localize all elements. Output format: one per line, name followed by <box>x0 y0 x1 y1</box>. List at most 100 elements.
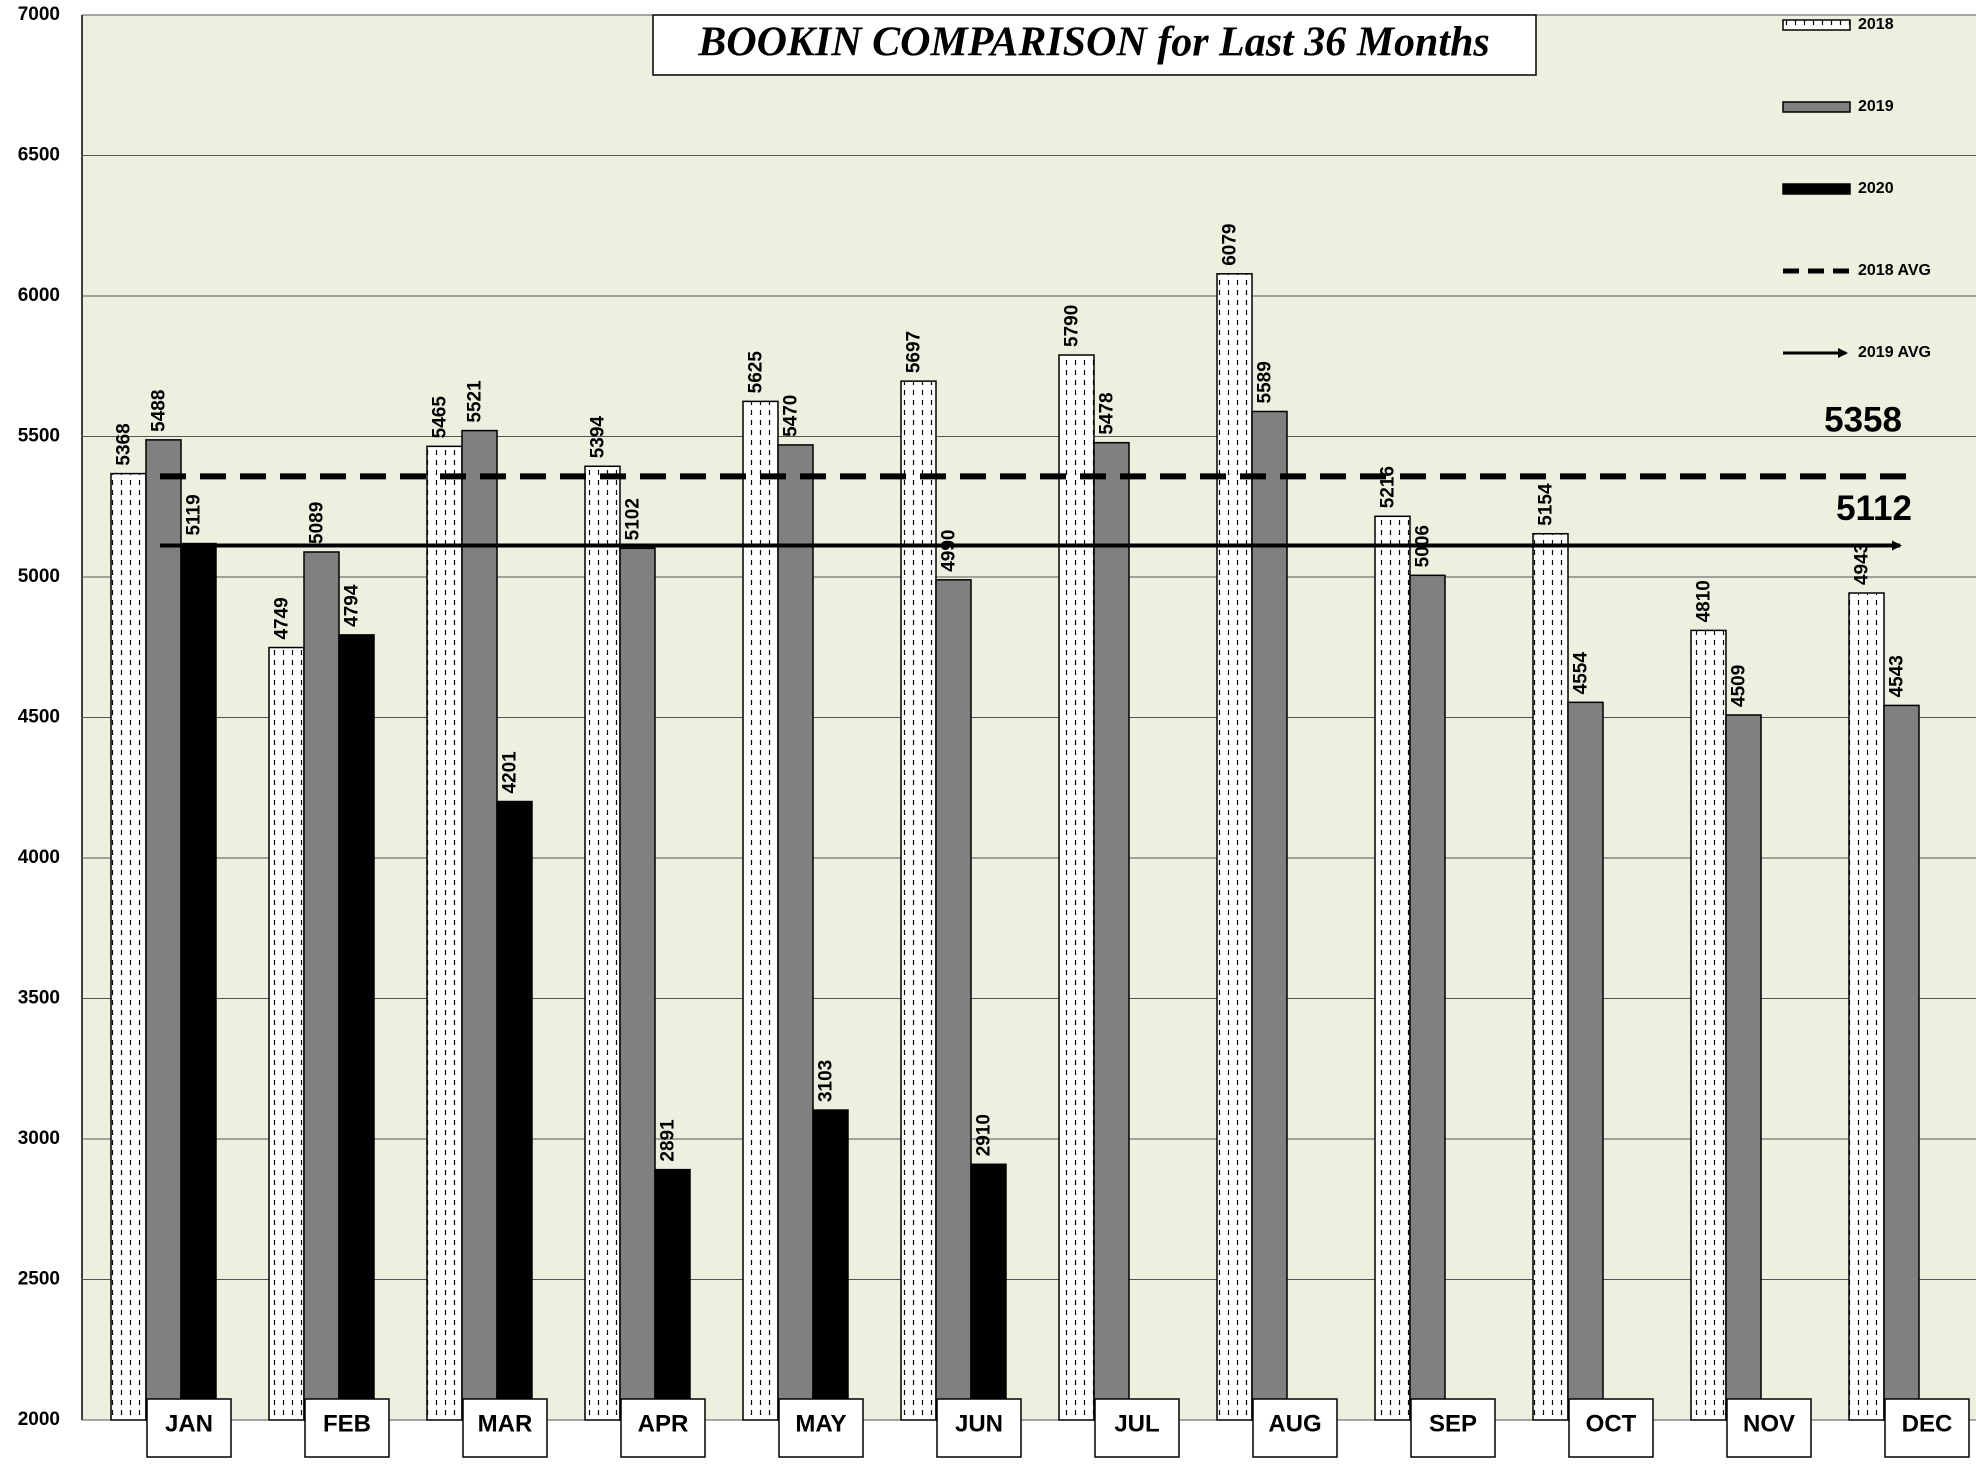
data-label: 5216 <box>1378 466 1399 508</box>
bar <box>1251 410 1288 1421</box>
data-label: 3103 <box>816 1060 837 1102</box>
data-label: 5589 <box>1255 361 1276 403</box>
x-tick-label: JUL <box>1114 1410 1159 1437</box>
chart-title: BOOKIN COMPARISON for Last 36 Months <box>697 20 1490 66</box>
data-label: 5154 <box>1536 483 1557 526</box>
data-label: 5478 <box>1097 392 1118 434</box>
bar <box>1093 441 1130 1421</box>
legend-swatch <box>1782 101 1851 113</box>
bar <box>303 551 340 1421</box>
bar <box>338 634 375 1421</box>
bar <box>1883 704 1920 1421</box>
average-label: 5358 <box>1824 401 1902 440</box>
data-label: 2910 <box>974 1114 995 1156</box>
data-label: 5790 <box>1062 305 1083 347</box>
x-label-box <box>1252 1398 1338 1458</box>
data-label: 4943 <box>1852 543 1873 585</box>
x-label-box <box>1094 1398 1180 1458</box>
data-label: 4810 <box>1694 580 1715 622</box>
data-label: 5089 <box>307 502 328 544</box>
x-tick-label: DEC <box>1902 1410 1953 1437</box>
bar <box>742 400 779 1421</box>
x-label-box <box>1410 1398 1496 1458</box>
data-label: 5488 <box>149 390 170 432</box>
x-tick-label: AUG <box>1268 1410 1321 1437</box>
legend-label: 2019 AVG <box>1858 344 1931 361</box>
x-label-box <box>936 1398 1022 1458</box>
x-label-box <box>778 1398 864 1458</box>
bar <box>1725 714 1762 1421</box>
bar <box>496 800 533 1421</box>
x-tick-label: MAR <box>478 1410 533 1437</box>
bar <box>1058 354 1095 1421</box>
x-label-box <box>1884 1398 1970 1458</box>
bar <box>777 444 814 1421</box>
data-label: 4201 <box>500 751 521 794</box>
bar <box>1374 515 1411 1421</box>
legend-label: 2018 AVG <box>1858 262 1931 279</box>
x-tick-label: MAY <box>795 1410 846 1437</box>
bar <box>268 646 305 1421</box>
x-tick-label: APR <box>638 1410 689 1437</box>
x-label-box <box>304 1398 390 1458</box>
y-tick-label: 7000 <box>18 4 60 25</box>
y-tick-label: 4000 <box>18 847 60 868</box>
data-label: 5368 <box>114 423 135 465</box>
y-tick-label: 6500 <box>18 145 60 166</box>
bar <box>426 445 463 1421</box>
bar <box>180 542 217 1421</box>
data-label: 4509 <box>1729 665 1750 707</box>
bar <box>461 429 498 1421</box>
data-label: 5625 <box>746 351 767 394</box>
bar <box>1848 592 1885 1421</box>
x-label-box <box>620 1398 706 1458</box>
x-label-box <box>146 1398 232 1458</box>
x-label-box <box>1726 1398 1812 1458</box>
bar <box>110 472 147 1421</box>
bar <box>1409 574 1446 1421</box>
legend-swatch <box>1782 183 1851 195</box>
y-tick-label: 5000 <box>18 566 60 587</box>
x-tick-label: OCT <box>1586 1410 1637 1437</box>
data-label: 5697 <box>904 331 925 373</box>
y-tick-label: 4500 <box>18 707 60 728</box>
data-label: 5119 <box>184 494 205 535</box>
data-label: 2891 <box>658 1119 679 1162</box>
x-label-box <box>462 1398 548 1458</box>
bar <box>145 439 182 1421</box>
title-box <box>652 14 1537 76</box>
bar <box>584 465 621 1421</box>
x-tick-label: SEP <box>1429 1410 1477 1437</box>
bar <box>970 1163 1007 1421</box>
x-tick-label: NOV <box>1743 1410 1795 1437</box>
bar <box>935 579 972 1421</box>
average-label: 5112 <box>1836 489 1912 528</box>
bar <box>619 547 656 1421</box>
y-tick-label: 5500 <box>18 426 60 447</box>
y-tick-label: 3500 <box>18 988 60 1009</box>
data-label: 5465 <box>430 396 451 439</box>
data-label: 4543 <box>1887 655 1908 697</box>
bar <box>900 380 937 1421</box>
data-label: 6079 <box>1220 224 1241 266</box>
x-tick-label: JUN <box>955 1410 1003 1437</box>
data-label: 4749 <box>272 597 293 639</box>
data-label: 5102 <box>623 498 644 540</box>
data-label: 5470 <box>781 395 802 437</box>
bar <box>654 1168 691 1421</box>
data-label: 4794 <box>342 584 363 627</box>
y-tick-label: 2000 <box>18 1409 60 1430</box>
x-tick-label: JAN <box>165 1410 213 1437</box>
y-tick-label: 6000 <box>18 285 60 306</box>
data-label: 5394 <box>588 416 609 459</box>
data-label: 4990 <box>939 530 960 572</box>
data-label: 4554 <box>1571 652 1592 695</box>
data-label: 5521 <box>465 380 486 423</box>
bar <box>1690 629 1727 1421</box>
x-tick-label: FEB <box>323 1410 371 1437</box>
bar <box>1567 701 1604 1421</box>
y-tick-label: 3000 <box>18 1128 60 1149</box>
bar <box>1532 532 1569 1421</box>
x-label-box <box>1568 1398 1654 1458</box>
